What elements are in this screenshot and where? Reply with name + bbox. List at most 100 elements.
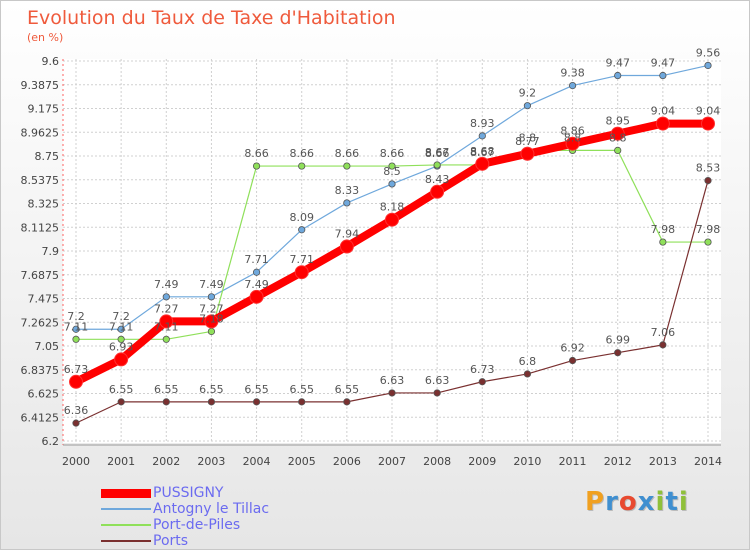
data-point bbox=[704, 176, 712, 185]
x-tick-label: 2012 bbox=[604, 455, 632, 468]
data-point bbox=[614, 71, 622, 80]
y-tick-label: 8.9625 bbox=[21, 126, 60, 139]
data-label: 9.38 bbox=[560, 67, 585, 80]
data-point bbox=[704, 238, 712, 246]
data-point bbox=[298, 162, 306, 170]
data-point bbox=[298, 226, 306, 234]
x-tick-label: 2009 bbox=[468, 455, 496, 468]
data-point bbox=[162, 293, 170, 301]
data-label: 6.73 bbox=[470, 363, 495, 376]
data-label: 7.49 bbox=[244, 278, 269, 291]
data-label: 8.77 bbox=[515, 135, 540, 148]
y-tick-label: 6.8375 bbox=[21, 364, 60, 377]
data-point bbox=[117, 335, 125, 343]
data-point bbox=[659, 71, 667, 80]
data-label: 7.06 bbox=[651, 326, 676, 339]
data-point bbox=[523, 370, 532, 378]
data-label: 7.2 bbox=[67, 310, 85, 323]
logo-letter: i bbox=[655, 487, 666, 517]
y-tick-label: 7.6875 bbox=[21, 269, 60, 282]
data-label: 7.49 bbox=[154, 278, 179, 291]
data-label: 7.18 bbox=[199, 312, 224, 325]
data-point bbox=[655, 116, 670, 131]
data-point bbox=[162, 335, 170, 343]
x-tick-label: 2001 bbox=[107, 455, 135, 468]
legend-item: PUSSIGNY bbox=[101, 485, 361, 501]
data-point bbox=[433, 161, 441, 169]
data-point bbox=[72, 335, 80, 343]
legend-label: Port-de-Piles bbox=[153, 517, 241, 533]
legend-swatch bbox=[101, 524, 151, 526]
data-point bbox=[339, 239, 354, 254]
y-tick-label: 7.05 bbox=[35, 340, 60, 353]
y-tick-label: 6.4125 bbox=[21, 411, 60, 424]
data-label: 9.04 bbox=[651, 105, 676, 118]
data-label: 7.11 bbox=[64, 320, 89, 333]
y-tick-label: 6.625 bbox=[28, 388, 60, 401]
x-tick-label: 2005 bbox=[288, 455, 316, 468]
data-point bbox=[614, 146, 622, 155]
x-tick-label: 2007 bbox=[378, 455, 406, 468]
legend-label: Antogny le Tillac bbox=[153, 501, 270, 517]
data-point bbox=[114, 352, 129, 367]
y-tick-label: 9.175 bbox=[28, 103, 60, 116]
data-point bbox=[159, 314, 174, 329]
data-point bbox=[568, 356, 577, 365]
data-point bbox=[701, 116, 715, 131]
data-label: 9.2 bbox=[519, 87, 537, 100]
data-label: 8.66 bbox=[335, 147, 360, 160]
data-point bbox=[520, 146, 535, 161]
x-tick-label: 2014 bbox=[694, 455, 722, 468]
data-label: 8.43 bbox=[425, 173, 450, 186]
legend-label: Ports bbox=[153, 533, 189, 549]
data-label: 9.04 bbox=[696, 105, 721, 118]
data-point bbox=[430, 184, 445, 199]
y-tick-label: 8.325 bbox=[28, 198, 60, 211]
y-tick-label: 7.475 bbox=[28, 293, 60, 306]
x-tick-label: 2008 bbox=[423, 455, 451, 468]
data-point bbox=[475, 156, 490, 171]
data-label: 8.8 bbox=[564, 131, 582, 144]
data-label: 6.55 bbox=[289, 383, 314, 396]
proxiti-logo: Proxiti bbox=[585, 487, 689, 517]
data-point bbox=[294, 265, 309, 280]
data-label: 7.98 bbox=[651, 223, 676, 236]
legend-swatch bbox=[101, 488, 151, 498]
data-point bbox=[388, 180, 396, 188]
data-label: 8.53 bbox=[696, 162, 721, 175]
data-point bbox=[704, 61, 712, 70]
data-point bbox=[385, 212, 399, 227]
data-label: 8.93 bbox=[470, 117, 495, 130]
logo-letter: r bbox=[605, 487, 619, 517]
data-point bbox=[72, 325, 80, 333]
data-label: 8.66 bbox=[244, 147, 269, 160]
data-point bbox=[252, 268, 261, 276]
data-label: 9.47 bbox=[605, 57, 630, 70]
data-label: 6.63 bbox=[425, 374, 450, 387]
y-tick-label: 6.2 bbox=[42, 435, 60, 448]
data-label: 6.92 bbox=[560, 342, 585, 355]
data-label: 6.55 bbox=[109, 383, 134, 396]
x-tick-label: 2011 bbox=[559, 455, 587, 468]
data-label: 6.55 bbox=[335, 383, 360, 396]
data-label: 6.55 bbox=[244, 383, 269, 396]
data-label: 6.73 bbox=[64, 363, 89, 376]
chart-title: Evolution du Taux de Taxe d'Habitation bbox=[27, 7, 396, 29]
data-point bbox=[117, 398, 125, 406]
data-label: 8.86 bbox=[560, 125, 585, 138]
data-label: 7.11 bbox=[154, 320, 179, 333]
y-tick-label: 8.5375 bbox=[21, 174, 60, 187]
y-tick-label: 8.75 bbox=[35, 150, 60, 163]
data-point bbox=[388, 162, 396, 170]
data-label: 9.47 bbox=[651, 57, 676, 70]
legend-label: PUSSIGNY bbox=[153, 485, 224, 501]
data-label: 8.95 bbox=[605, 115, 630, 128]
data-label: 8.67 bbox=[470, 146, 495, 159]
data-label: 6.55 bbox=[199, 383, 224, 396]
data-point bbox=[659, 238, 667, 246]
data-label: 8.66 bbox=[380, 147, 405, 160]
data-label: 7.94 bbox=[335, 228, 360, 241]
legend: PUSSIGNY Antogny le Tillac Port-de-Piles Po… bbox=[101, 485, 361, 549]
data-point bbox=[207, 293, 216, 301]
